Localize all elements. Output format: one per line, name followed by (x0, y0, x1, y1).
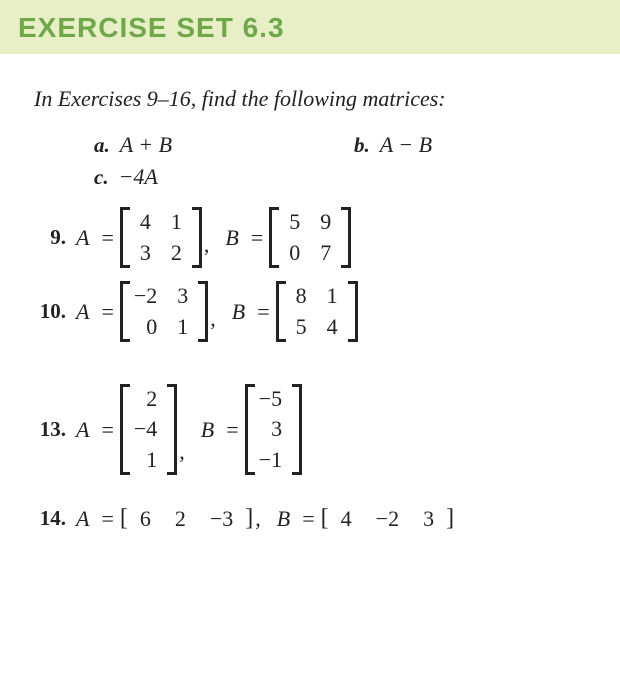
var-A: A (76, 225, 89, 251)
problem-number: 13. (34, 417, 74, 442)
matrix-9A: 43 12 (120, 207, 202, 268)
part-c-expr: −4A (119, 164, 158, 190)
matrix-9B: 50 97 (269, 207, 351, 268)
comma: , (179, 439, 185, 475)
part-b-label: b. (354, 133, 370, 158)
exercise-set-header: EXERCISE SET 6.3 (0, 0, 620, 54)
part-b: b. A − B (354, 132, 432, 158)
var-A: A (76, 299, 89, 325)
parts-list: a. A + B b. A − B c. −4A (34, 132, 586, 190)
equals-sign: = (101, 417, 113, 443)
part-a-expr: A + B (120, 132, 172, 158)
problem-9-eq: A = 43 12 , B = 50 97 (74, 207, 351, 268)
problem-14: 14. A = [ 6 2 −3 ] , B = [ 4 −2 3 (34, 496, 586, 542)
comma: , (210, 306, 216, 342)
comma: , (255, 506, 261, 532)
var-A: A (76, 417, 89, 443)
problem-14-eq: A = [ 6 2 −3 ] , B = [ 4 −2 3 ] (74, 505, 454, 532)
instruction-text: In Exercises 9–16, find the following ma… (34, 84, 586, 114)
header-title: EXERCISE SET 6.3 (18, 12, 602, 44)
equals-sign: = (101, 299, 113, 325)
rowvec-14B: [ 4 −2 3 ] (321, 505, 454, 532)
problems-list: 9. A = 43 12 , B = 50 97 (34, 204, 586, 542)
problem-13-eq: A = 2 −4 1 , B = −5 (74, 384, 302, 475)
equals-sign: = (101, 506, 113, 532)
problem-number: 14. (34, 506, 74, 531)
problem-10: 10. A = −20 31 , B = 85 14 (34, 278, 586, 346)
problem-13: 13. A = 2 −4 1 , B = (34, 370, 586, 490)
matrix-13A: 2 −4 1 (120, 384, 177, 475)
equals-sign: = (302, 506, 314, 532)
part-a-label: a. (94, 133, 110, 158)
rowvec-14A: [ 6 2 −3 ] (120, 505, 253, 532)
part-c-label: c. (94, 165, 109, 190)
equals-sign: = (101, 225, 113, 251)
var-B: B (225, 225, 238, 251)
problem-10-eq: A = −20 31 , B = 85 14 (74, 281, 358, 342)
var-B: B (232, 299, 245, 325)
problem-number: 9. (34, 225, 74, 250)
equals-sign: = (257, 299, 269, 325)
comma: , (204, 232, 210, 268)
content-area: In Exercises 9–16, find the following ma… (0, 54, 620, 568)
part-a: a. A + B (94, 132, 354, 158)
var-B: B (277, 506, 290, 532)
part-b-expr: A − B (380, 132, 432, 158)
matrix-10A: −20 31 (120, 281, 208, 342)
var-B: B (201, 417, 214, 443)
matrix-13B: −5 3 −1 (245, 384, 302, 475)
var-A: A (76, 506, 89, 532)
equals-sign: = (251, 225, 263, 251)
equals-sign: = (226, 417, 238, 443)
part-c: c. −4A (94, 164, 158, 190)
problem-9: 9. A = 43 12 , B = 50 97 (34, 204, 586, 272)
problem-number: 10. (34, 299, 74, 324)
matrix-10B: 85 14 (276, 281, 358, 342)
